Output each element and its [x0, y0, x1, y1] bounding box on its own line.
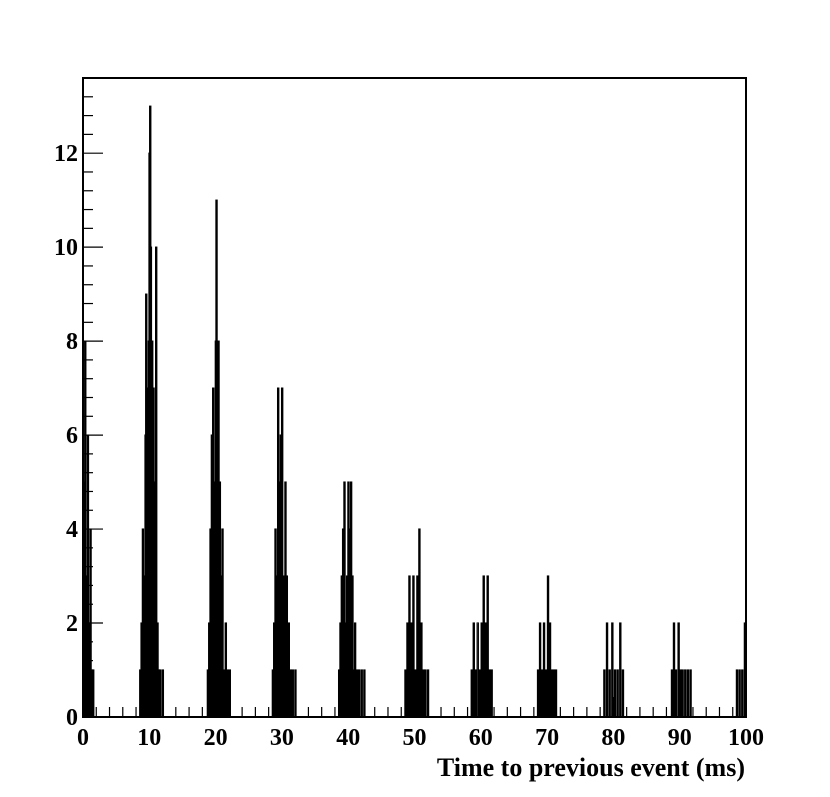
x-tick-label: 30: [270, 725, 294, 751]
histogram-bar: [684, 669, 687, 718]
y-tick-label: 10: [54, 235, 78, 261]
histogram-bar: [674, 669, 678, 718]
histogram-bar: [476, 622, 479, 718]
histogram-bar: [488, 669, 491, 718]
y-tick-label: 8: [66, 329, 78, 355]
histogram-bar: [552, 669, 556, 718]
histogram-bar: [474, 669, 477, 718]
histogram-bar: [603, 669, 606, 718]
histogram-bar: [478, 669, 481, 718]
histogram-bar: [357, 669, 361, 718]
histogram-bar: [542, 622, 546, 718]
x-tick-label: 60: [469, 725, 493, 751]
histogram-bar: [226, 669, 229, 718]
x-tick-labels: 0 10 20 30 40 50 60 70 80 90 100: [77, 725, 764, 751]
histogram-bar: [291, 669, 294, 718]
histogram-bar: [353, 622, 357, 718]
histogram-bar: [470, 669, 473, 718]
x-tick-label: 100: [728, 725, 764, 751]
histogram-bar: [472, 622, 475, 718]
histogram-bar: [484, 622, 487, 718]
y-tick-label: 0: [66, 705, 78, 731]
histogram-bar: [486, 575, 489, 718]
histogram-bar: [672, 622, 676, 718]
histogram-bar: [611, 622, 614, 718]
histogram-bar: [670, 669, 674, 718]
histogram-bar: [741, 669, 744, 718]
histogram-bar: [681, 669, 684, 718]
x-tick-label: 40: [336, 725, 360, 751]
histogram-bar: [677, 622, 680, 718]
histogram-bar: [412, 575, 415, 718]
histogram-bar: [735, 669, 739, 718]
histogram-bar: [420, 622, 423, 718]
histogram-bar: [546, 575, 550, 718]
x-axis-title: Time to previous event (ms): [437, 753, 745, 782]
histogram-bar: [224, 622, 228, 718]
y-tick-label: 2: [66, 611, 78, 637]
histogram-bar: [616, 669, 619, 718]
histogram-bar: [554, 669, 558, 718]
histogram-bar: [92, 669, 95, 718]
histogram-bar: [738, 669, 741, 718]
histogram-bar: [538, 622, 542, 718]
y-tick-label: 4: [66, 517, 78, 543]
histogram-bar: [689, 669, 692, 718]
x-tick-label: 50: [403, 725, 427, 751]
histogram-bar: [686, 669, 690, 718]
histogram-bar: [422, 669, 425, 718]
x-tick-label: 90: [668, 725, 692, 751]
histogram-bar: [608, 669, 611, 718]
histogram-bar: [548, 622, 552, 718]
histogram-bar: [621, 669, 625, 718]
histogram-bar: [408, 575, 411, 718]
histogram-bar: [406, 622, 409, 718]
y-tick-labels: 0 2 4 6 8 10 12: [54, 141, 78, 731]
histogram-bar: [363, 669, 366, 718]
y-tick-label: 12: [54, 141, 78, 167]
histogram-bar: [355, 669, 359, 718]
x-tick-label: 0: [77, 725, 89, 751]
histogram-bar: [418, 528, 421, 718]
histogram-bar: [619, 622, 622, 718]
x-tick-label: 70: [535, 725, 559, 751]
x-tick-label: 10: [137, 725, 161, 751]
histogram-bar: [416, 575, 419, 718]
histogram-bar: [222, 669, 226, 718]
histogram-bar: [544, 669, 548, 718]
histogram-bar: [287, 622, 291, 718]
histogram-bar: [404, 669, 407, 718]
x-tick-label: 20: [204, 725, 228, 751]
histogram-bar: [605, 622, 609, 718]
plot-frame: [82, 77, 747, 718]
histogram-bars: [82, 105, 747, 718]
histogram-bar: [540, 669, 544, 718]
histogram-bar: [482, 575, 485, 718]
histogram-bar: [536, 669, 540, 718]
histogram-bar: [550, 669, 554, 718]
histogram-bar: [424, 669, 427, 718]
y-tick-label: 6: [66, 423, 78, 449]
histogram-bar: [613, 669, 617, 718]
histogram-bar: [285, 575, 289, 718]
x-axis-ticks: [82, 697, 747, 717]
histogram-bar: [490, 669, 493, 718]
y-axis-ticks: [83, 77, 103, 718]
histogram-bar: [158, 669, 162, 718]
histogram-bar: [289, 669, 292, 718]
histogram-bar: [410, 622, 413, 718]
x-tick-label: 80: [601, 725, 625, 751]
